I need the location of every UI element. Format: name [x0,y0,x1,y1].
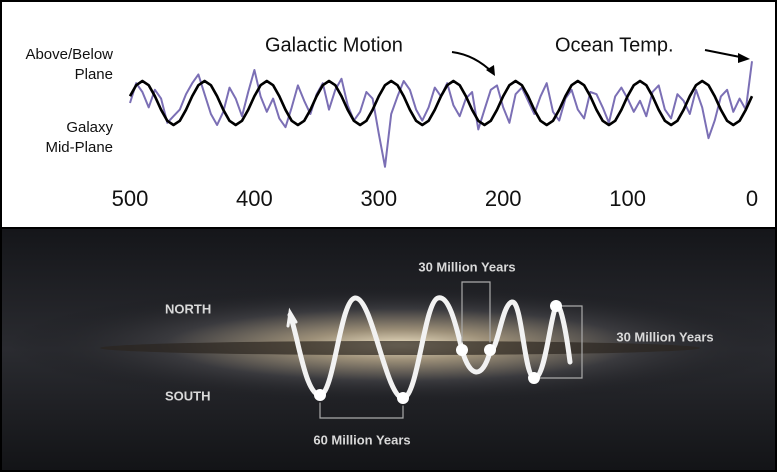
x-tick-label: 200 [485,186,522,211]
arrow-head [486,65,495,76]
arrow-head [738,53,750,63]
series-label: Ocean Temp. [555,34,674,56]
dust-lane [100,341,700,355]
annotation: Mid-Plane [45,139,113,156]
label: SOUTH [165,388,211,403]
illustration-lines [286,281,583,419]
label: NORTH [165,301,211,316]
label: 60 Million Years [313,432,410,447]
x-tick-label: 300 [360,186,397,211]
x-tick-label: 400 [236,186,273,211]
x-tick-label: 500 [112,186,149,211]
annotation: Plane [75,66,113,83]
annotation: Above/Below [25,46,113,63]
series-label: Galactic Motion [265,34,403,56]
illustration-dots [314,300,562,404]
series-line [128,79,754,127]
label: 30 Million Years [418,259,515,274]
label: 30 Million Years [616,329,713,344]
annotation: Galaxy [66,119,113,136]
x-tick-label: 100 [609,186,646,211]
x-tick-label: 0 [746,186,758,211]
